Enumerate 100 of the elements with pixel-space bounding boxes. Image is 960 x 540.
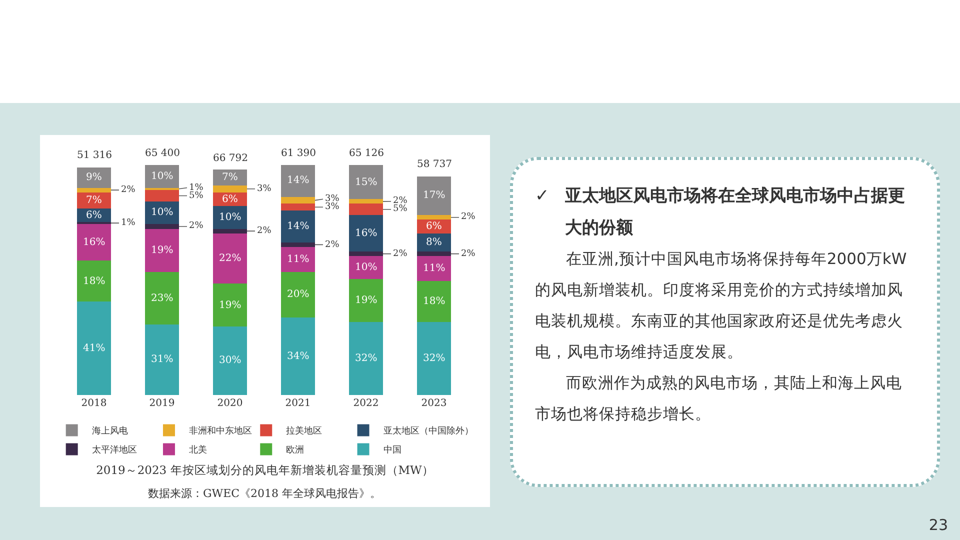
data-label: 3% bbox=[325, 202, 340, 212]
data-label: 19% bbox=[355, 295, 378, 306]
text: ✓ bbox=[535, 185, 550, 208]
data-label: 6% bbox=[86, 210, 102, 221]
bar bbox=[145, 165, 179, 188]
x-tick-label: 2023 bbox=[421, 398, 447, 409]
bar bbox=[281, 246, 315, 272]
bar bbox=[281, 165, 315, 197]
data-label: 16% bbox=[83, 237, 106, 248]
data-label: 3% bbox=[257, 184, 272, 194]
data-label: 2% bbox=[461, 212, 476, 222]
data-label: 34% bbox=[287, 351, 310, 362]
text: 23 bbox=[928, 516, 948, 534]
bar bbox=[417, 215, 451, 220]
data-label: 14% bbox=[287, 221, 310, 232]
bar bbox=[281, 196, 315, 204]
data-label: 9% bbox=[86, 172, 102, 183]
data-label: 10% bbox=[151, 171, 174, 182]
annotation: 65 126 bbox=[349, 148, 384, 159]
bar bbox=[145, 224, 179, 229]
data-label: 30% bbox=[219, 355, 242, 366]
text: 而欧洲作为成熟的风电市场，其陆上和海上风电市场也将保持稳步增长。 bbox=[535, 373, 903, 425]
bar bbox=[145, 324, 179, 395]
bar bbox=[145, 190, 179, 202]
legend-label: 北美 bbox=[188, 442, 207, 456]
bar bbox=[417, 252, 451, 256]
data-label: 22% bbox=[219, 253, 242, 264]
data-label: 23% bbox=[151, 293, 174, 304]
text: 在亚洲,预计中国风电市场将保持每年2000万kW的风电新增装机。印度将采用竞价的方式持续增加风电装机规模。东南亚的其他国家政府还是优先考虑火电，风电市场维持适度发展。 bbox=[535, 249, 908, 363]
data-label: 19% bbox=[151, 245, 174, 256]
source-note: 数据来源：GWEC《2018 年全球风电报告》。 bbox=[148, 487, 382, 500]
legend-label: 太平洋地区 bbox=[92, 442, 137, 456]
bar bbox=[213, 206, 247, 229]
annotation: 51 316 bbox=[77, 150, 112, 161]
data-label: 31% bbox=[151, 354, 174, 365]
x-tick-label: 2020 bbox=[217, 398, 243, 409]
data-label: 6% bbox=[222, 194, 238, 205]
bar bbox=[281, 210, 315, 242]
x-tick-label: 2021 bbox=[285, 398, 311, 409]
data-label: 2% bbox=[189, 221, 204, 231]
bar bbox=[213, 228, 247, 234]
data-label: 1% bbox=[121, 218, 136, 228]
bar bbox=[213, 233, 247, 284]
annotation: 61 390 bbox=[281, 148, 316, 159]
bar bbox=[77, 224, 111, 261]
bar bbox=[213, 283, 247, 327]
data-label: 2% bbox=[257, 226, 272, 236]
bar bbox=[349, 165, 383, 200]
data-label: 7% bbox=[86, 195, 102, 206]
bar bbox=[349, 199, 383, 204]
data-label: 18% bbox=[423, 296, 446, 307]
bar bbox=[77, 188, 111, 192]
bar bbox=[213, 170, 247, 186]
data-label: 10% bbox=[355, 262, 378, 273]
bar bbox=[213, 326, 247, 395]
data-label: 20% bbox=[287, 289, 310, 300]
data-label: 1% bbox=[189, 183, 204, 193]
bar bbox=[77, 192, 111, 208]
bar bbox=[145, 272, 179, 324]
annotation: 58 737 bbox=[417, 159, 452, 170]
text: 2019～2023 年按区域划分的风电年新增装机容量预测（MW） bbox=[96, 462, 434, 477]
data-label: 6% bbox=[426, 221, 442, 232]
data-label: 2% bbox=[393, 249, 408, 259]
data-label: 10% bbox=[219, 212, 242, 223]
bar bbox=[281, 272, 315, 318]
text: 亚太地区风电市场将在全球风电市场中占据更大的份额 bbox=[565, 186, 905, 238]
data-label: 41% bbox=[83, 343, 106, 354]
legend-label: 非洲和中东地区 bbox=[188, 424, 252, 437]
bar bbox=[77, 167, 111, 188]
bar bbox=[281, 204, 315, 211]
annotation: 65 400 bbox=[145, 148, 180, 159]
data-label: 2% bbox=[325, 240, 340, 250]
bar bbox=[417, 256, 451, 282]
x-tick-label: 2019 bbox=[149, 398, 175, 409]
data-label: 17% bbox=[423, 190, 446, 201]
legend-label: 拉美地区 bbox=[286, 424, 322, 437]
data-label: 19% bbox=[219, 300, 242, 311]
data-label: 14% bbox=[287, 175, 310, 186]
bar bbox=[349, 278, 383, 322]
data-label: 5% bbox=[189, 191, 204, 201]
data-label: 7% bbox=[222, 172, 238, 183]
data-label: 5% bbox=[393, 204, 408, 214]
data-label: 16% bbox=[355, 228, 378, 239]
legend-label: 海上风电 bbox=[92, 424, 128, 437]
bar bbox=[77, 302, 111, 395]
data-label: 18% bbox=[83, 276, 106, 287]
bar bbox=[417, 176, 451, 216]
bar bbox=[77, 260, 111, 302]
bar bbox=[281, 318, 315, 395]
data-label: 11% bbox=[423, 263, 446, 274]
data-label: 10% bbox=[151, 207, 174, 218]
x-tick-label: 2018 bbox=[81, 398, 107, 409]
legend-label: 中国 bbox=[383, 442, 402, 456]
bar bbox=[349, 256, 383, 279]
bar bbox=[213, 186, 247, 192]
annotation: 66 792 bbox=[213, 153, 248, 164]
bar bbox=[145, 228, 179, 272]
data-label: 32% bbox=[355, 353, 378, 364]
bar bbox=[349, 204, 383, 216]
data-label: 15% bbox=[355, 177, 378, 188]
